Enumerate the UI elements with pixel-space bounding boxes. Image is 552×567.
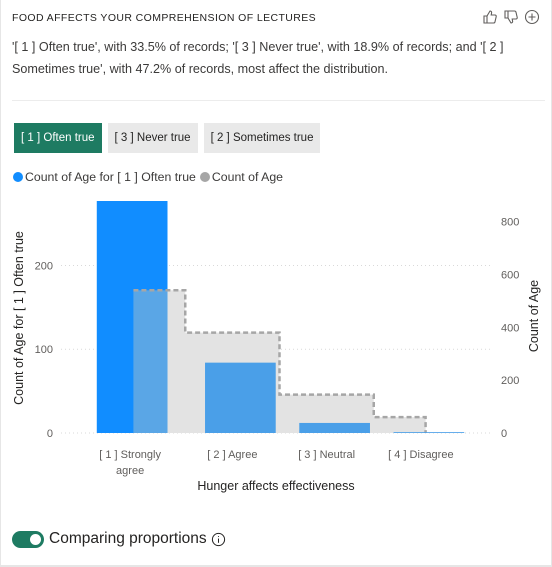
category-pills: [ 1 ] Often true [ 3 ] Never true [ 2 ] … (14, 123, 321, 153)
y-tick-left: 200 (35, 260, 53, 272)
bar-2 (205, 362, 276, 433)
legend-item-secondary[interactable]: Count of Age (199, 170, 283, 184)
legend-dot-secondary (199, 172, 210, 182)
header-actions (481, 8, 541, 26)
bar-1-compare-segment (133, 290, 168, 433)
y-tick-right: 200 (501, 375, 519, 387)
y-axis-title-right: Count of Age (527, 280, 541, 352)
x-axis-title: Hunger affects effectiveness (197, 479, 354, 493)
toggle-knob (30, 533, 41, 545)
thumbs-down-icon[interactable] (502, 8, 520, 26)
y-tick-right: 0 (501, 428, 507, 440)
comparing-proportions-row: Comparing proportions (12, 530, 226, 548)
x-tick-label: [ 1 ] Strongly (99, 449, 161, 461)
insight-summary: '[ 1 ] Often true', with 33.5% of record… (12, 40, 504, 76)
series-line-count-of-age (133, 289, 427, 433)
y-tick-left: 100 (35, 344, 53, 356)
visual-title: FOOD AFFECTS YOUR COMPREHENSION OF LECTU… (12, 12, 317, 24)
info-icon[interactable] (211, 532, 226, 547)
x-tick-label: [ 3 ] Neutral (298, 449, 355, 461)
bar-chart: 0 100 200 0 200 400 600 800 [ 1 ] Strongly agree [… (12, 201, 541, 493)
x-tick-label: agree (116, 465, 144, 477)
y-tick-right: 600 (501, 269, 519, 281)
pill-sometimes-true[interactable]: [ 2 ] Sometimes true (203, 123, 321, 153)
legend-label-primary: Count of Age for [ 1 ] Often true (25, 170, 196, 184)
bottom-border (1, 565, 552, 567)
x-tick-label: [ 2 ] Agree (207, 449, 257, 461)
bar-3 (299, 422, 370, 433)
y-tick-right: 800 (501, 217, 519, 229)
legend-label-secondary: Count of Age (211, 170, 283, 184)
legend-item-primary[interactable]: Count of Age for [ 1 ] Often true (13, 170, 196, 184)
chart-legend: Count of Age for [ 1 ] Often true Count … (13, 170, 287, 184)
x-tick-label: [ 4 ] Disagree (388, 449, 453, 461)
y-tick-left: 0 (47, 428, 53, 440)
legend-dot-primary (13, 172, 23, 182)
comparing-proportions-toggle[interactable] (12, 530, 44, 548)
y-axis-title-left: Count of Age for [ 1 ] Often true (12, 231, 26, 405)
add-circle-icon[interactable] (523, 8, 541, 26)
y-tick-right: 400 (501, 322, 519, 334)
bar-4 (393, 432, 465, 433)
toggle-label: Comparing proportions (49, 530, 207, 547)
divider (12, 100, 545, 101)
thumbs-up-icon[interactable] (481, 8, 499, 26)
pill-never-true[interactable]: [ 3 ] Never true (107, 123, 198, 153)
pill-often-true[interactable]: [ 1 ] Often true (14, 123, 102, 153)
